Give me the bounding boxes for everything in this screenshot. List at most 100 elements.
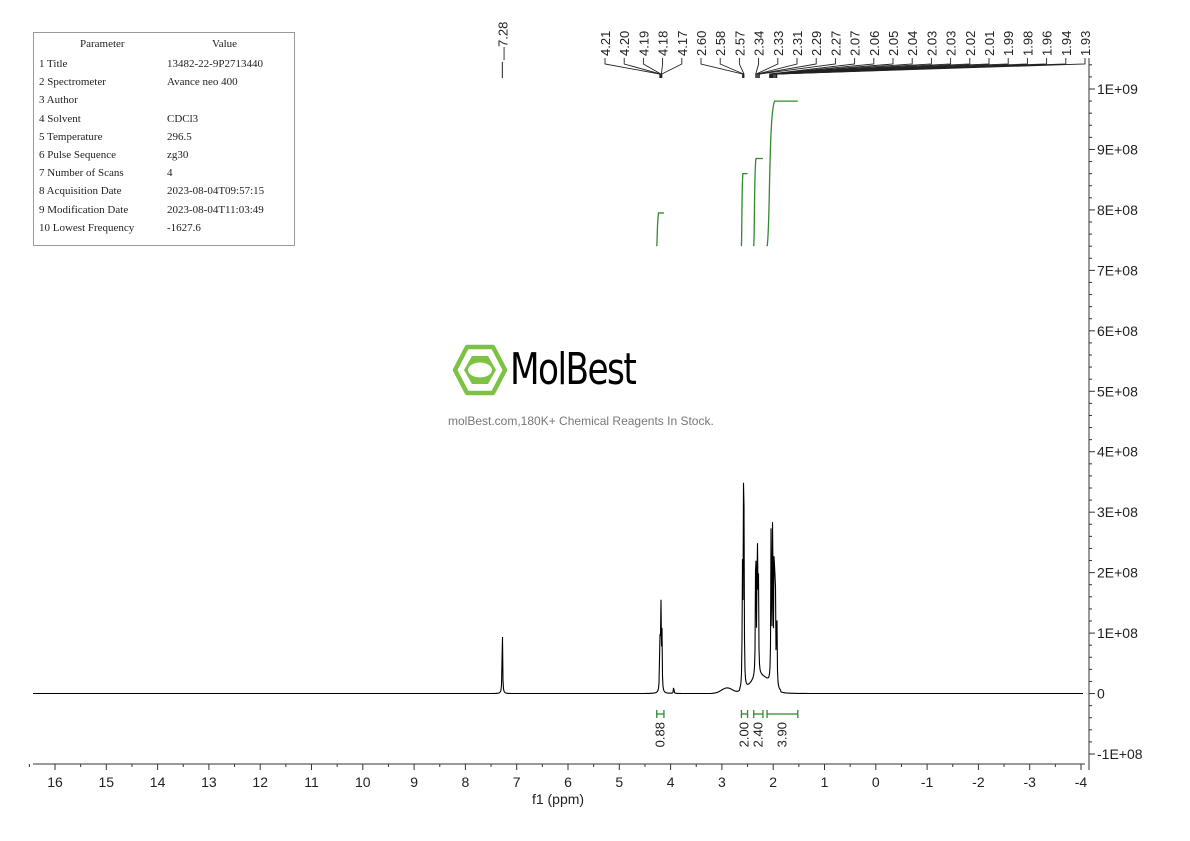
- peak-label: 1.96: [1040, 31, 1055, 56]
- peak-label: 2.29: [809, 31, 824, 56]
- parameter-value: zg30: [167, 149, 189, 161]
- peak-label: 2.03: [944, 31, 959, 56]
- peak-label: 2.57: [732, 31, 747, 56]
- y-tick-label: 4E+08: [1097, 444, 1138, 460]
- parameter-value: 296.5: [167, 130, 192, 143]
- spectrum-trace: [33, 482, 1083, 695]
- peak-label: 4.20: [617, 31, 632, 56]
- peak-label: 2.60: [694, 31, 709, 56]
- brand-name: MolBest: [510, 344, 637, 395]
- peak-label-connector: [661, 58, 683, 78]
- peak-label-connector: [769, 58, 875, 78]
- peak-label-connector: [738, 58, 745, 78]
- peak-label-connector: [700, 58, 743, 78]
- y-tick-label: -1E+08: [1097, 746, 1143, 762]
- x-tick-label: 11: [304, 774, 319, 790]
- peak-label: 1.99: [1001, 31, 1016, 56]
- peak-label-connector: [719, 58, 744, 78]
- y-tick-label: 6E+08: [1097, 323, 1138, 339]
- peak-label-connector: [623, 58, 661, 78]
- parameter-header: Parameter: [80, 38, 125, 50]
- parameter-value: CDCl3: [167, 112, 199, 125]
- peak-label-connector: [758, 58, 836, 78]
- peak-label-connector: [660, 58, 664, 78]
- peak-label-connector: [756, 58, 798, 78]
- peak-label-connector: [755, 58, 779, 78]
- parameter-label: 10 Lowest Frequency: [39, 221, 135, 234]
- peak-label: 2.31: [790, 31, 805, 56]
- integral-curve: [740, 172, 748, 247]
- peak-label: 2.27: [828, 31, 843, 56]
- x-tick-label: 12: [252, 774, 268, 790]
- y-tick-label: 1E+08: [1097, 625, 1138, 641]
- peak-label: 2.03: [924, 31, 939, 56]
- y-tick-label: 3E+08: [1097, 504, 1138, 520]
- watermark-tagline: molBest.com,180K+ Chemical Reagents In S…: [448, 414, 714, 428]
- peak-label-connector: [770, 58, 913, 78]
- x-tick-label: 6: [564, 774, 572, 790]
- parameter-table: Parameter Value 1 Title 13482-22-9P271344…: [33, 32, 295, 246]
- x-tick-label: -2: [972, 774, 985, 790]
- parameter-label: 9 Modification Date: [39, 203, 129, 216]
- peak-label: 2.01: [982, 31, 997, 56]
- peak-label: 2.07: [848, 31, 863, 56]
- x-tick-label: 1: [821, 774, 829, 790]
- peak-label: 2.05: [886, 31, 901, 56]
- x-tick-label: 3: [718, 774, 726, 790]
- peak-label: —7.28: [495, 22, 510, 60]
- hexagon-logo-icon: [452, 344, 508, 396]
- y-tick-label: 8E+08: [1097, 202, 1138, 218]
- x-tick-label: 10: [355, 774, 371, 790]
- parameter-value: 13482-22-9P2713440: [167, 58, 263, 70]
- parameter-value: 4: [167, 167, 173, 180]
- peak-label-connector: [771, 58, 971, 78]
- peak-label: 4.19: [636, 31, 651, 56]
- parameter-label: 7 Number of Scans: [39, 167, 124, 180]
- peak-label-connector: [757, 58, 817, 78]
- molbest-logo: MolBest: [452, 342, 692, 402]
- integral-value-label: 0.88: [652, 722, 667, 747]
- x-tick-label: 7: [513, 774, 521, 790]
- parameter-value: Avance neo 400: [167, 76, 238, 89]
- peak-label: 2.02: [963, 31, 978, 56]
- x-tick-label: -1: [921, 774, 934, 790]
- parameter-value: 2023-08-04T09:57:15: [167, 185, 265, 198]
- axes-group: 16 15 14 13 12 11 10 9 8 7 6 5 4 3 2 1 0 -1 -2 -3 -4-1E+0801…: [28, 58, 1143, 790]
- peak-labels-group: —7.28 4.21 4.20 4.19 4.18 4.17 2.60 2.58 2.57 2.3…: [495, 22, 1093, 78]
- parameter-label: 2 Spectrometer: [39, 76, 106, 89]
- x-tick-label: -3: [1023, 774, 1036, 790]
- x-tick-label: 2: [769, 774, 777, 790]
- y-tick-label: 2E+08: [1097, 565, 1138, 581]
- x-tick-label: 13: [201, 774, 217, 790]
- integral-value-label: 3.90: [774, 722, 789, 747]
- integral-curve: [753, 157, 763, 247]
- peak-label-connector: [771, 58, 952, 78]
- x-tick-label: 16: [47, 774, 63, 790]
- integral-curve: [766, 100, 798, 247]
- peak-label: 1.93: [1078, 31, 1093, 56]
- y-tick-label: 1E+09: [1097, 81, 1138, 97]
- x-axis-title: f1 (ppm): [532, 791, 584, 807]
- y-tick-label: 5E+08: [1097, 383, 1138, 399]
- y-tick-label: 0: [1097, 686, 1105, 702]
- x-tick-label: 9: [410, 774, 418, 790]
- x-tick-label: 5: [615, 774, 623, 790]
- x-tick-label: -4: [1075, 774, 1088, 790]
- parameter-label: 4 Solvent: [39, 112, 81, 125]
- integral-value-label: 2.00: [736, 722, 751, 747]
- parameter-label: 8 Acquisition Date: [39, 185, 122, 198]
- peak-label-connector: [769, 58, 856, 78]
- peak-label: 2.58: [713, 31, 728, 56]
- integral-curve: [656, 212, 664, 247]
- value-header: Value: [212, 38, 238, 50]
- spectrum-group: [33, 482, 1083, 695]
- peak-label-connector: [642, 58, 662, 78]
- peak-label-connector: [776, 58, 1086, 78]
- x-tick-label: 4: [667, 774, 675, 790]
- peak-label-connector: [604, 58, 661, 78]
- y-tick-label: 7E+08: [1097, 262, 1138, 278]
- x-tick-label: 8: [462, 774, 470, 790]
- peak-label: 4.17: [675, 31, 690, 56]
- y-tick-label: 9E+08: [1097, 141, 1138, 157]
